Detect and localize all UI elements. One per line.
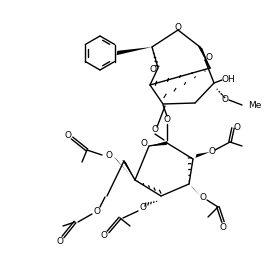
Text: O: O [219, 223, 227, 232]
Text: O: O [56, 237, 64, 246]
Text: O: O [140, 140, 148, 149]
Text: O: O [164, 115, 171, 124]
Polygon shape [198, 46, 210, 68]
Polygon shape [196, 152, 210, 158]
Text: O: O [174, 23, 181, 32]
Polygon shape [150, 141, 167, 146]
Polygon shape [122, 160, 135, 180]
Text: O: O [106, 151, 113, 161]
Text: O: O [200, 194, 206, 203]
Polygon shape [117, 47, 152, 55]
Text: O: O [101, 232, 107, 241]
Text: O: O [64, 131, 72, 140]
Text: O: O [149, 65, 156, 74]
Text: OH: OH [221, 76, 235, 85]
Text: O: O [222, 96, 228, 105]
Text: Me: Me [248, 100, 261, 109]
Text: O: O [206, 52, 213, 61]
Text: O: O [94, 207, 101, 216]
Text: O: O [152, 125, 159, 134]
Text: O: O [209, 146, 215, 155]
Polygon shape [190, 186, 200, 196]
Text: O: O [139, 204, 147, 213]
Polygon shape [113, 157, 130, 175]
Text: O: O [234, 124, 240, 133]
